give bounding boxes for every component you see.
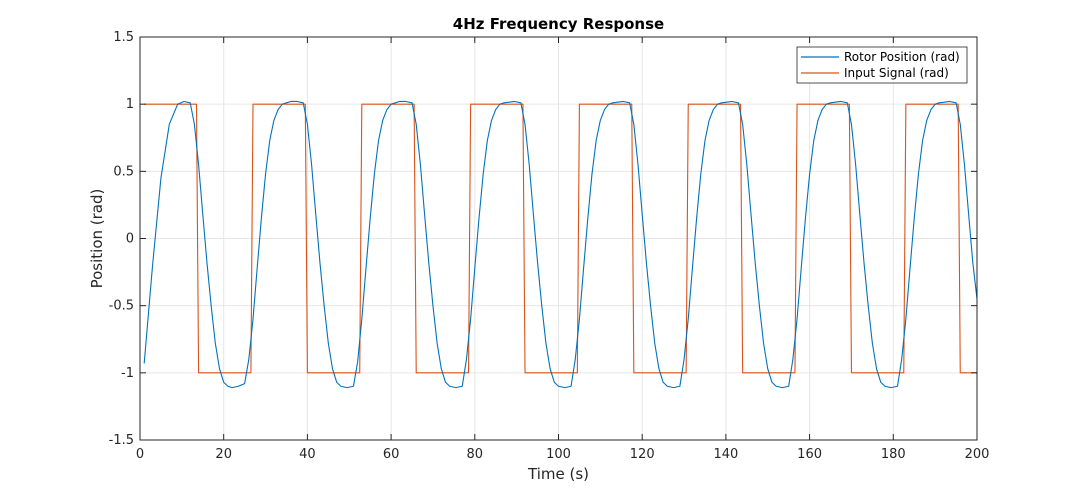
x-tick-label: 120	[630, 447, 655, 462]
x-tick-label: 200	[965, 447, 990, 462]
x-tick-label: 140	[713, 447, 738, 462]
y-tick-label: -1.5	[109, 433, 134, 448]
ticks: 0 20 40 60 80 100 120 140 160 180 200 -1.5 -1 -0.5 0 0.…	[109, 30, 990, 462]
y-tick-label: -1	[121, 366, 134, 381]
x-tick-label: 40	[299, 447, 316, 462]
series-line-input-signal-rad	[144, 103, 977, 374]
y-tick-label: -0.5	[109, 299, 134, 314]
legend-box	[796, 46, 968, 84]
x-tick-label: 0	[136, 447, 144, 462]
x-tick-label: 20	[215, 447, 232, 462]
x-tick-label: 100	[546, 447, 571, 462]
x-tick-label: 180	[881, 447, 906, 462]
x-axis-label: Time (s)	[527, 465, 589, 483]
y-axis-label: Position (rad)	[88, 189, 106, 289]
y-tick-label: 1	[126, 97, 134, 112]
legend-entry: Input Signal (rad)	[844, 66, 949, 80]
x-tick-label: 60	[383, 447, 400, 462]
series-layer	[143, 100, 978, 389]
chart-title: 4Hz Frequency Response	[453, 15, 664, 33]
legend-entry: Rotor Position (rad)	[844, 50, 960, 64]
x-tick-label: 80	[467, 447, 484, 462]
y-tick-label: 0.5	[113, 164, 134, 179]
series-line-rotor-position-rad	[143, 100, 978, 389]
y-tick-label: 1.5	[113, 30, 134, 45]
legend: Rotor Position (rad) Input Signal (rad)	[796, 46, 968, 84]
y-tick-label: 0	[126, 232, 134, 247]
x-tick-label: 160	[797, 447, 822, 462]
